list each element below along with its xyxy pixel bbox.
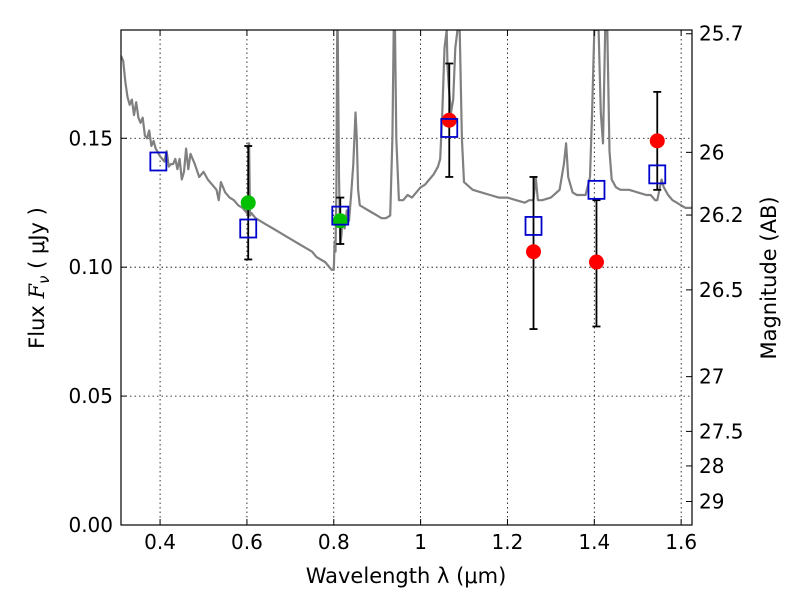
- y-tick-label: 0.05: [68, 384, 113, 408]
- tick-layer: 0.4 0.6 0.8 1 1.2 1.4 1.6 0.00 0.05 0.10 0.15 25.7 2…: [68, 22, 743, 554]
- y2-axis-label: Magnitude (AB): [757, 196, 781, 359]
- model-box-marker: [149, 151, 168, 172]
- marker-layer: [149, 62, 667, 330]
- x-tick-label: 0.4: [144, 530, 176, 554]
- x-tick-label: 1.4: [578, 530, 610, 554]
- y-label-pre: Flux: [25, 299, 49, 349]
- data-point-red: [649, 133, 665, 149]
- y-axis-label: Flux Fν ( μJy ): [25, 207, 53, 349]
- mag-tick-label: 25.7: [699, 22, 744, 46]
- x-tick-label: 1: [414, 530, 427, 554]
- y-label-sym: F: [25, 283, 49, 300]
- mag-tick-label: 28: [699, 454, 724, 478]
- model-box-marker: [524, 216, 543, 236]
- y-label-post: ( μJy ): [25, 207, 49, 275]
- mag-tick-label: 26.2: [699, 203, 744, 227]
- model-box-marker: [239, 218, 258, 239]
- mag-tick-label: 29: [699, 489, 724, 513]
- plot-frame: [120, 29, 693, 526]
- data-point-red: [441, 112, 457, 128]
- model-sed-line: [121, 30, 692, 271]
- mag-tick-label: 27: [699, 365, 724, 389]
- mag-tick-label: 27.5: [699, 419, 744, 443]
- y-tick-label: 0.15: [68, 126, 113, 150]
- x-tick-label: 1.2: [492, 530, 524, 554]
- data-point-green: [240, 195, 256, 211]
- model-box-marker: [331, 205, 350, 226]
- y-tick-label: 0.00: [68, 513, 113, 537]
- x-tick-label: 1.6: [665, 530, 697, 554]
- mag-tick-label: 26: [699, 140, 724, 164]
- x-axis-label: Wavelength λ (μm): [306, 564, 507, 588]
- data-point-red: [526, 244, 542, 260]
- y-tick-label: 0.10: [68, 255, 113, 279]
- data-point-green: [332, 213, 348, 229]
- model-box-marker: [587, 179, 606, 200]
- model-box-marker: [440, 118, 459, 138]
- model-box-marker: [648, 164, 667, 185]
- grid-layer: [121, 30, 692, 525]
- x-tick-label: 0.6: [231, 530, 263, 554]
- mag-tick-label: 26.5: [699, 278, 744, 302]
- x-tick-label: 0.8: [318, 530, 350, 554]
- data-point-red: [588, 254, 604, 270]
- y-label-sub: ν: [35, 276, 53, 284]
- plot-layer: [121, 30, 692, 271]
